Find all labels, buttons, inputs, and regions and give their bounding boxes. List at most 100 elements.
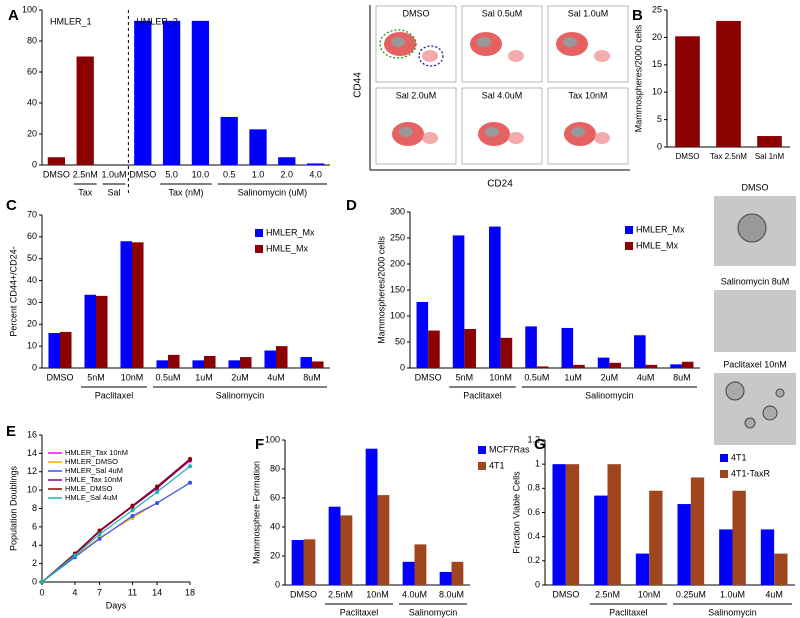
flow-cluster (422, 50, 438, 62)
bar (690, 477, 705, 585)
point (155, 489, 160, 494)
bar (500, 337, 513, 368)
x-tick-label: 2.5nM (595, 589, 620, 599)
group-label: Paclitaxel (95, 390, 134, 400)
y-tick-label: 14 (27, 448, 37, 458)
bar (452, 235, 465, 368)
x-tick-label: 0.25uM (676, 589, 706, 599)
point (155, 500, 160, 505)
y-tick-label: 0 (32, 159, 37, 169)
y-tick-label: 20 (27, 128, 37, 138)
x-tick-label: 11 (128, 587, 137, 597)
x-tick-label: 10nM (121, 372, 144, 382)
y-tick-label: 1 (535, 459, 540, 469)
flow-cluster-core (391, 37, 405, 47)
group-label: Tax (nM) (168, 187, 203, 197)
bar (677, 504, 691, 585)
group-label: Paclitaxel (609, 607, 648, 617)
x-tick-label: 18 (185, 587, 195, 597)
panel-letter: A (8, 7, 19, 24)
x-tick-label: 7 (97, 587, 102, 597)
point (188, 480, 192, 485)
bar (306, 163, 325, 165)
y-tick-label: 50 (395, 336, 405, 346)
y-tick-label: 0.4 (527, 531, 540, 541)
flow-label: Sal 2.0uM (396, 90, 437, 100)
cell-sphere (762, 405, 778, 421)
point (188, 456, 192, 461)
flow-cluster-core (563, 37, 577, 47)
bar (594, 495, 608, 585)
y-tick-label: 70 (27, 209, 37, 219)
bar (291, 540, 304, 585)
legend-label: HMLER_Tax 10nM (65, 448, 128, 457)
x-tick-label: 1uM (564, 372, 582, 382)
panel-letter: B (632, 7, 643, 24)
point (188, 464, 192, 469)
y-tick-label: 10 (27, 485, 37, 495)
y-tick-label: 40 (27, 97, 37, 107)
bar (47, 157, 66, 165)
bar (681, 361, 694, 368)
series-line (41, 482, 191, 583)
y-tick-label: 0 (535, 579, 540, 589)
x-tick-label: 4 (72, 587, 77, 597)
bar (84, 294, 96, 368)
x-tick-label: 2.5nM (73, 169, 98, 179)
x-tick-label: 0 (39, 587, 44, 597)
flow-ylabel: CD44 (353, 72, 364, 98)
flow-label: DMSO (403, 8, 430, 18)
x-tick-label: 14 (152, 587, 162, 597)
y-tick-label: 8 (32, 503, 37, 513)
y-tick-label: 100 (22, 4, 37, 14)
bar (414, 544, 427, 585)
gate (418, 45, 444, 67)
bar (536, 366, 549, 368)
x-tick-label: 10nM (489, 372, 512, 382)
y-tick-label: 100 (265, 434, 280, 444)
legend-swatch (625, 242, 633, 250)
y-tick-label: 0 (400, 362, 405, 372)
bar (96, 295, 108, 368)
bar (300, 357, 312, 368)
legend-swatch (255, 245, 263, 253)
point (72, 553, 77, 558)
cell-sphere (744, 417, 756, 429)
x-tick-label: 4.0uM (402, 589, 427, 599)
bar (365, 448, 378, 585)
bar (340, 515, 353, 585)
bar (264, 350, 276, 368)
x-tick-label: 5nM (456, 372, 474, 382)
bar (573, 364, 585, 368)
bar (134, 20, 152, 165)
legend-swatch (625, 226, 633, 234)
x-tick-label: 5nM (87, 372, 105, 382)
group-label: Salinomycin (409, 607, 458, 617)
cell-sphere (725, 381, 745, 401)
legend-label: HMLE_Tax 10nM (65, 475, 123, 484)
bar (525, 326, 537, 368)
bar (60, 331, 72, 368)
panel-letter: D (346, 197, 357, 214)
y-tick-label: 60 (27, 66, 37, 76)
y-tick-label: 0.8 (527, 483, 540, 493)
x-tick-label: 10.0 (192, 169, 210, 179)
bar (328, 506, 341, 585)
x-axis-label: Days (106, 600, 127, 610)
x-tick-label: 2.5nM (328, 589, 353, 599)
legend-label: HMLER_DMSO (65, 457, 118, 466)
bar (428, 330, 440, 368)
x-tick-label: Sal 1nM (755, 152, 785, 161)
bar (76, 56, 94, 165)
bar (489, 226, 501, 368)
y-tick-label: 50 (27, 253, 37, 263)
y-axis-label: Mammospheres/2000 cells (376, 236, 386, 344)
bar (760, 529, 775, 585)
y-tick-label: 60 (270, 492, 280, 502)
x-tick-label: 4.0 (309, 169, 322, 179)
legend-swatch (720, 454, 728, 462)
legend-label: MCF7Ras (489, 444, 530, 454)
bar (240, 357, 252, 368)
bar (451, 561, 464, 585)
x-tick-label: DMSO (43, 169, 70, 179)
